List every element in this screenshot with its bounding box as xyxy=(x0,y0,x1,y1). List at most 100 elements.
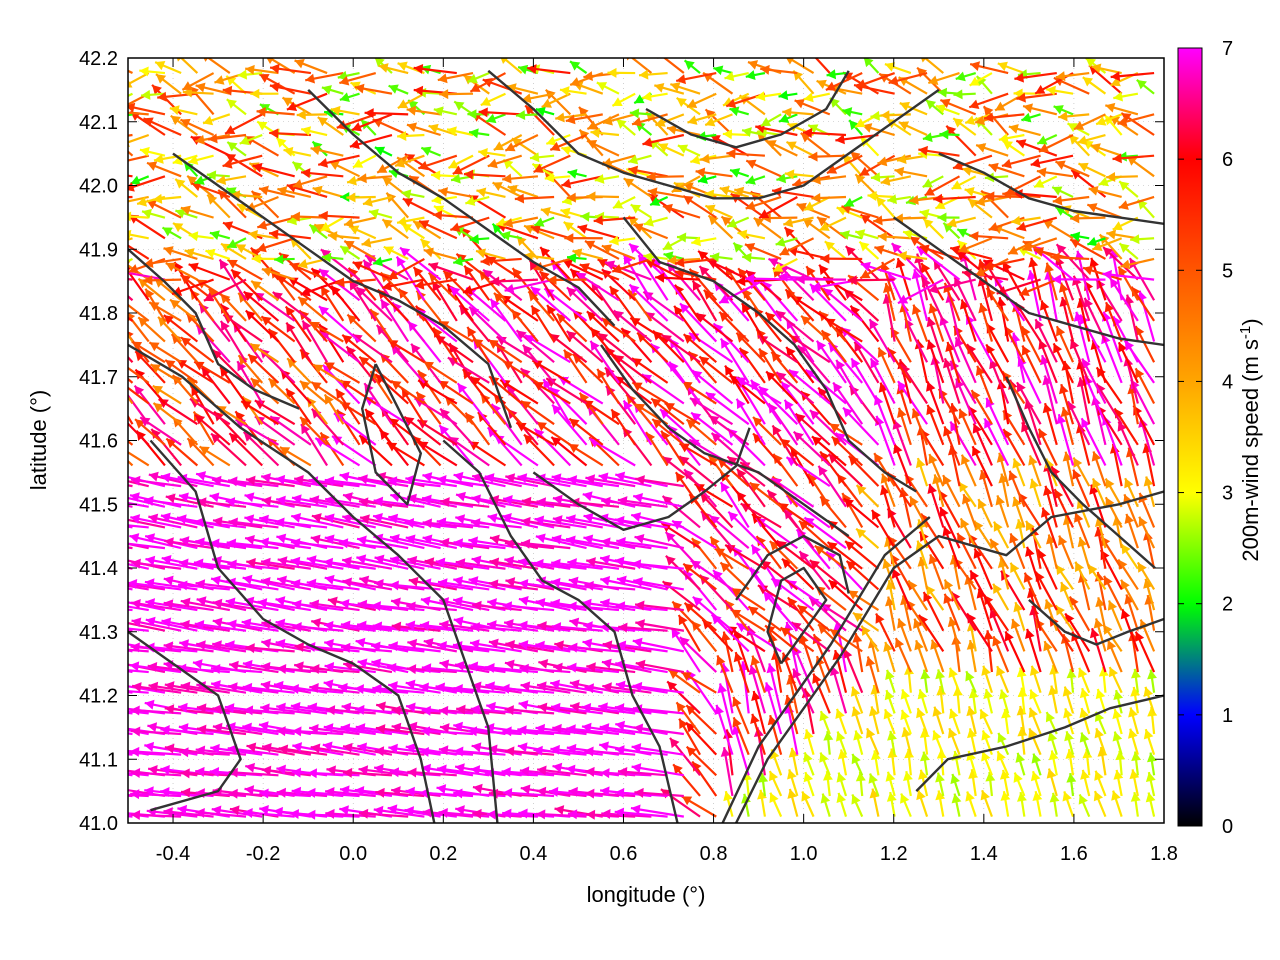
wind-arrow-head xyxy=(129,661,140,672)
wind-arrow xyxy=(128,496,166,508)
wind-arrow-head xyxy=(1010,619,1021,630)
wind-arrow-head xyxy=(1145,772,1156,782)
wind-arrow-head xyxy=(927,483,937,494)
wind-arrow xyxy=(128,584,149,591)
wind-arrow-head xyxy=(582,638,593,649)
wind-arrow-head xyxy=(948,667,958,678)
wind-arrow-head xyxy=(245,762,256,773)
wind-arrow-head xyxy=(904,748,915,759)
wind-arrow-head xyxy=(720,631,731,642)
wind-arrow-head xyxy=(769,792,779,803)
wind-arrow-head xyxy=(260,703,270,714)
wind-arrow-head xyxy=(101,356,111,366)
colorbar-tick-label: 5 xyxy=(1222,260,1233,282)
wind-arrow-head xyxy=(342,767,353,778)
wind-arrow-head xyxy=(289,683,299,694)
wind-arrow-head xyxy=(1004,631,1014,642)
wind-arrow-head xyxy=(275,517,285,528)
wind-arrow-head xyxy=(292,726,302,737)
wind-arrow-head xyxy=(550,679,561,690)
wind-arrow-head xyxy=(453,576,464,587)
wind-arrow-head xyxy=(212,516,223,527)
wind-arrow-head xyxy=(340,620,351,631)
wind-arrow xyxy=(128,277,133,281)
wind-arrow-head xyxy=(212,722,223,733)
wind-arrow-head xyxy=(803,729,814,740)
wind-arrow xyxy=(128,621,166,632)
wind-arrow-head xyxy=(358,808,369,819)
wind-arrow-head xyxy=(741,793,751,804)
wind-arrow-head xyxy=(916,708,926,719)
wind-arrow-head xyxy=(338,682,348,693)
wind-arrow-head xyxy=(720,482,730,493)
wind-arrow-head xyxy=(585,766,595,777)
wind-arrow-head xyxy=(537,621,547,632)
wind-arrow-head xyxy=(1055,605,1065,616)
wind-arrow-head xyxy=(1065,749,1076,759)
wind-arrow-head xyxy=(550,577,561,588)
wind-arrow-head xyxy=(453,721,463,732)
wind-arrow-head xyxy=(261,765,272,776)
wind-arrow-head xyxy=(196,497,207,508)
wind-arrow-head xyxy=(965,791,975,802)
wind-arrow-head xyxy=(1107,600,1118,611)
wind-arrow-head xyxy=(406,702,416,713)
wind-arrow-head xyxy=(853,730,863,741)
wind-arrow-head xyxy=(354,684,364,695)
wind-arrow-head xyxy=(1094,770,1104,781)
wind-arrow-head xyxy=(391,597,401,608)
wind-arrow-head xyxy=(732,696,742,708)
y-tick-label: 41.2 xyxy=(79,686,118,708)
wind-arrow-head xyxy=(405,743,416,753)
wind-arrow-head xyxy=(913,618,923,629)
wind-arrow-head xyxy=(1079,732,1090,743)
wind-arrow-head xyxy=(535,723,546,734)
wind-arrow-head xyxy=(117,412,127,422)
wind-arrow-head xyxy=(339,805,349,816)
wind-arrow-head xyxy=(342,513,353,524)
wind-arrow-head xyxy=(993,583,1003,595)
wind-arrow-head xyxy=(1048,685,1059,696)
wind-arrow-head xyxy=(164,743,175,754)
wind-arrow-head xyxy=(1089,628,1100,639)
wind-arrow-head xyxy=(614,515,625,526)
wind-arrow-head xyxy=(79,601,88,611)
wind-arrow-head xyxy=(323,679,334,690)
wind-arrow-head xyxy=(618,622,628,633)
wind-arrow-head xyxy=(901,727,912,738)
wind-arrow-head xyxy=(375,787,385,798)
wind-arrow-head xyxy=(132,682,142,693)
wind-arrow-head xyxy=(504,705,514,716)
wind-arrow-head xyxy=(307,768,318,779)
wind-arrow-head xyxy=(386,662,397,673)
wind-arrow-head xyxy=(635,600,645,611)
wind-arrow-head xyxy=(1112,709,1123,720)
wind-arrow xyxy=(128,669,149,674)
wind-arrow-head xyxy=(489,534,500,545)
wind-arrow-head xyxy=(750,655,761,666)
wind-arrow-head xyxy=(117,618,127,628)
wind-arrow xyxy=(128,608,133,612)
wind-arrow-head xyxy=(291,494,302,505)
wind-arrow-head xyxy=(1131,751,1142,761)
wind-arrow-head xyxy=(581,722,592,733)
wind-arrow-head xyxy=(1147,669,1157,680)
wind-arrow-head xyxy=(118,197,128,207)
wind-arrow-head xyxy=(602,682,612,693)
wind-arrow-head xyxy=(111,261,121,270)
wind-arrow-head xyxy=(716,655,726,666)
wind-arrow-head xyxy=(1124,513,1135,525)
wind-arrow-head xyxy=(923,591,933,603)
wind-arrow-head xyxy=(1032,791,1043,802)
wind-arrow-head xyxy=(130,514,141,524)
wind-arrow-head xyxy=(322,741,333,752)
wind-arrow-head xyxy=(471,555,482,566)
y-tick-label: 41.9 xyxy=(79,239,118,261)
wind-arrow-head xyxy=(615,680,626,691)
wind-arrow-head xyxy=(1131,668,1141,679)
wind-arrow-head xyxy=(468,536,479,547)
wind-arrow-head xyxy=(1023,572,1033,583)
x-tick-label: 0.8 xyxy=(700,843,728,865)
wind-arrow-head xyxy=(163,807,173,818)
wind-arrow-head xyxy=(776,540,787,551)
